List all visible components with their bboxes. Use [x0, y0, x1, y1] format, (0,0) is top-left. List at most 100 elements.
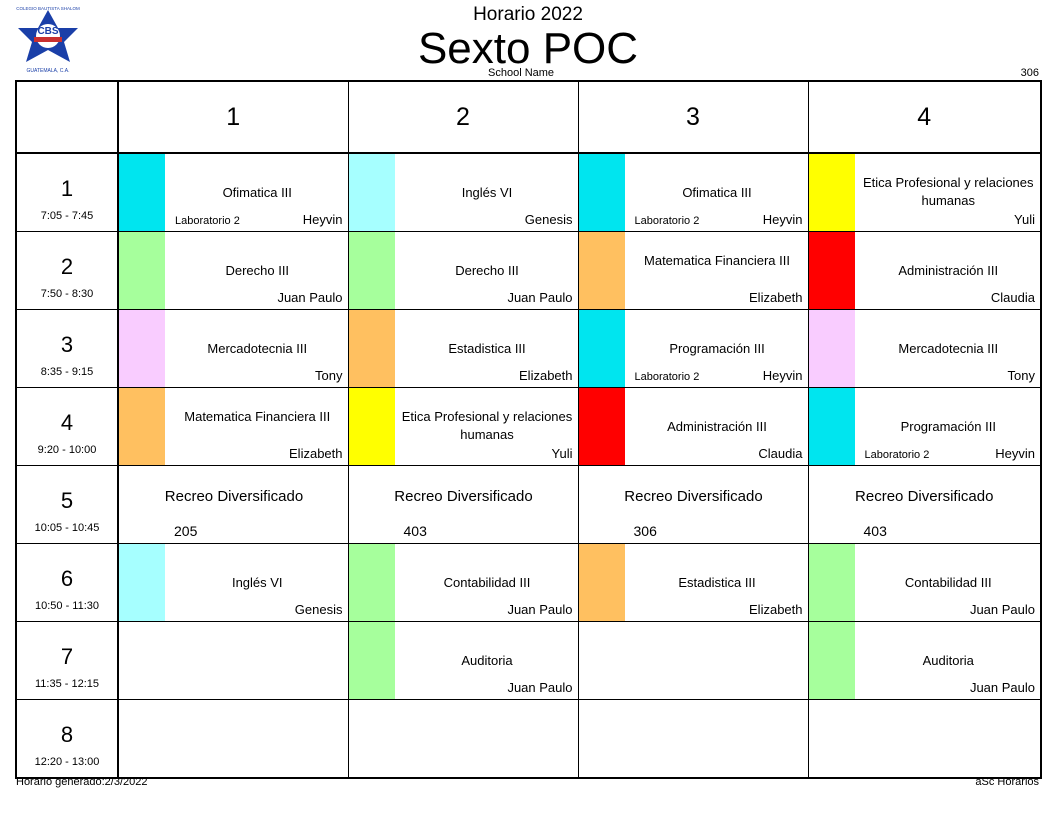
class-slot[interactable]: Derecho III Juan Paulo — [117, 231, 349, 310]
subject-name: Ofimatica III — [682, 185, 752, 200]
subject-color-bar — [578, 310, 625, 387]
subject-name: Administración III — [898, 263, 999, 278]
period-time: 10:05 - 10:45 — [34, 522, 100, 534]
class-slot[interactable]: Estadistica III Elizabeth — [577, 543, 809, 622]
room-name: Laboratorio 2 — [634, 371, 700, 383]
subject-name: Auditoria — [461, 653, 513, 668]
class-slot[interactable]: Contabilidad III Juan Paulo — [807, 543, 1042, 622]
period-header: 4 9:20 - 10:00 — [15, 387, 119, 466]
period-header: 3 8:35 - 9:15 — [15, 309, 119, 388]
class-slot[interactable]: Matematica Financiera III Elizabeth — [117, 387, 349, 466]
subject-color-bar — [808, 622, 855, 699]
class-slot[interactable]: Etica Profesional y relaciones humanas Y… — [347, 387, 579, 466]
column-header: 1 — [117, 80, 349, 154]
subject-color-bar — [578, 232, 625, 309]
subject-name: Estadistica III — [448, 341, 526, 356]
teacher-name: Yuli — [551, 446, 573, 461]
teacher-name: Claudia — [990, 290, 1035, 305]
period-number: 2 — [60, 254, 74, 279]
class-slot[interactable]: Mercadotecnia III Tony — [807, 309, 1042, 388]
break-slot[interactable]: Recreo Diversificado 306 — [577, 465, 809, 544]
subject-name: Auditoria — [922, 653, 974, 668]
period-header: 6 10:50 - 11:30 — [15, 543, 119, 622]
subject-color-bar — [808, 154, 855, 231]
class-slot[interactable]: Contabilidad III Juan Paulo — [347, 543, 579, 622]
subject-name: Etica Profesional y relaciones humanas — [862, 175, 1034, 208]
column-header: 2 — [347, 80, 579, 154]
teacher-name: Juan Paulo — [277, 290, 343, 305]
break-slot[interactable]: Recreo Diversificado 403 — [347, 465, 579, 544]
subject-name: Programación III — [669, 341, 765, 356]
class-slot[interactable]: Programación III Laboratorio 2 Heyvin — [577, 309, 809, 388]
break-slot[interactable]: Recreo Diversificado 403 — [807, 465, 1042, 544]
class-slot[interactable]: Matematica Financiera III Elizabeth — [577, 231, 809, 310]
class-slot[interactable]: Auditoria Juan Paulo — [347, 621, 579, 700]
break-room: 306 — [633, 523, 657, 539]
period-row: 3 8:35 - 9:15 Mercadotecnia III Tony Est… — [15, 309, 1042, 388]
class-slot[interactable]: Auditoria Juan Paulo — [807, 621, 1042, 700]
period-number: 1 — [60, 176, 74, 201]
subject-name: Contabilidad III — [904, 575, 992, 590]
column-header: 4 — [807, 80, 1042, 154]
room-name: Laboratorio 2 — [634, 215, 700, 227]
room-name: Laboratorio 2 — [864, 449, 930, 461]
class-slot[interactable]: Derecho III Juan Paulo — [347, 231, 579, 310]
class-slot[interactable]: Programación III Laboratorio 2 Heyvin — [807, 387, 1042, 466]
class-slot[interactable]: Inglés VI Genesis — [117, 543, 349, 622]
subject-color-bar — [348, 310, 395, 387]
period-number: 8 — [60, 722, 74, 747]
period-header: 5 10:05 - 10:45 — [15, 465, 119, 544]
class-slot[interactable]: Administración III Claudia — [807, 231, 1042, 310]
period-number: 5 — [60, 488, 74, 513]
period-row: 8 12:20 - 13:00 — [15, 699, 1042, 779]
break-slot[interactable]: Recreo Diversificado 205 — [117, 465, 349, 544]
empty-slot — [577, 621, 809, 700]
class-slot[interactable]: Estadistica III Elizabeth — [347, 309, 579, 388]
break-subject: Recreo Diversificado — [394, 488, 533, 505]
period-time: 12:20 - 13:00 — [34, 756, 100, 768]
room-code: 306 — [1020, 67, 1039, 79]
class-slot[interactable]: Ofimatica III Laboratorio 2 Heyvin — [577, 152, 809, 232]
subject-color-bar — [348, 622, 395, 699]
teacher-name: Elizabeth — [289, 446, 343, 461]
subject-color-bar — [348, 544, 395, 621]
class-slot[interactable]: Inglés VI Genesis — [347, 152, 579, 232]
corner-cell — [15, 80, 119, 154]
subject-color-bar — [119, 154, 165, 231]
column-header: 3 — [577, 80, 809, 154]
school-name: School Name — [488, 67, 555, 79]
subject-name: Estadistica III — [678, 575, 756, 590]
break-subject: Recreo Diversificado — [855, 488, 994, 505]
class-slot[interactable]: Ofimatica III Laboratorio 2 Heyvin — [117, 152, 349, 232]
period-time: 10:50 - 11:30 — [34, 600, 99, 612]
period-number: 3 — [60, 332, 74, 357]
subject-color-bar — [119, 388, 165, 465]
period-row: 6 10:50 - 11:30 Inglés VI Genesis Contab… — [15, 543, 1042, 622]
subject-name: Derecho III — [455, 263, 519, 278]
generated-date: Horario generado:2/3/2022 — [16, 776, 148, 788]
teacher-name: Juan Paulo — [507, 602, 573, 617]
period-header: 1 7:05 - 7:45 — [15, 152, 119, 232]
subject-color-bar — [578, 544, 625, 621]
subject-color-bar — [808, 232, 855, 309]
class-slot[interactable]: Mercadotecnia III Tony — [117, 309, 349, 388]
teacher-name: Heyvin — [302, 212, 343, 227]
empty-slot — [807, 699, 1042, 779]
subject-color-bar — [348, 388, 395, 465]
subject-name: Administración III — [667, 419, 767, 434]
teacher-name: Elizabeth — [749, 602, 803, 617]
empty-slot — [117, 621, 349, 700]
teacher-name: Claudia — [758, 446, 803, 461]
break-room: 205 — [174, 523, 198, 539]
subject-color-bar — [808, 388, 855, 465]
period-time: 7:05 - 7:45 — [40, 210, 94, 222]
period-row: 4 9:20 - 10:00 Matematica Financiera III… — [15, 387, 1042, 466]
subject-name: Ofimatica III — [222, 185, 292, 200]
period-header: 8 12:20 - 13:00 — [15, 699, 119, 779]
class-slot[interactable]: Administración III Claudia — [577, 387, 809, 466]
teacher-name: Heyvin — [762, 212, 803, 227]
teacher-name: Elizabeth — [519, 368, 573, 383]
class-slot[interactable]: Etica Profesional y relaciones humanas Y… — [807, 152, 1042, 232]
subject-color-bar — [808, 310, 855, 387]
